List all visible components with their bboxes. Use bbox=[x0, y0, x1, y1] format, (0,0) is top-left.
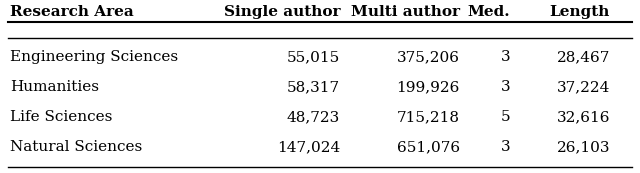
Text: 651,076: 651,076 bbox=[397, 140, 460, 154]
Text: Length: Length bbox=[550, 5, 610, 19]
Text: 715,218: 715,218 bbox=[397, 110, 460, 124]
Text: 3: 3 bbox=[500, 50, 510, 64]
Text: 147,024: 147,024 bbox=[276, 140, 340, 154]
Text: 3: 3 bbox=[500, 140, 510, 154]
Text: Engineering Sciences: Engineering Sciences bbox=[10, 50, 178, 64]
Text: 199,926: 199,926 bbox=[397, 80, 460, 94]
Text: 26,103: 26,103 bbox=[557, 140, 610, 154]
Text: 37,224: 37,224 bbox=[557, 80, 610, 94]
Text: Research Area: Research Area bbox=[10, 5, 134, 19]
Text: Med.: Med. bbox=[467, 5, 510, 19]
Text: 55,015: 55,015 bbox=[287, 50, 340, 64]
Text: 5: 5 bbox=[500, 110, 510, 124]
Text: Humanities: Humanities bbox=[10, 80, 99, 94]
Text: 48,723: 48,723 bbox=[287, 110, 340, 124]
Text: 32,616: 32,616 bbox=[557, 110, 610, 124]
Text: Life Sciences: Life Sciences bbox=[10, 110, 113, 124]
Text: Multi author: Multi author bbox=[351, 5, 460, 19]
Text: 28,467: 28,467 bbox=[557, 50, 610, 64]
Text: Natural Sciences: Natural Sciences bbox=[10, 140, 142, 154]
Text: 58,317: 58,317 bbox=[287, 80, 340, 94]
Text: Single author: Single author bbox=[223, 5, 340, 19]
Text: 375,206: 375,206 bbox=[397, 50, 460, 64]
Text: 3: 3 bbox=[500, 80, 510, 94]
